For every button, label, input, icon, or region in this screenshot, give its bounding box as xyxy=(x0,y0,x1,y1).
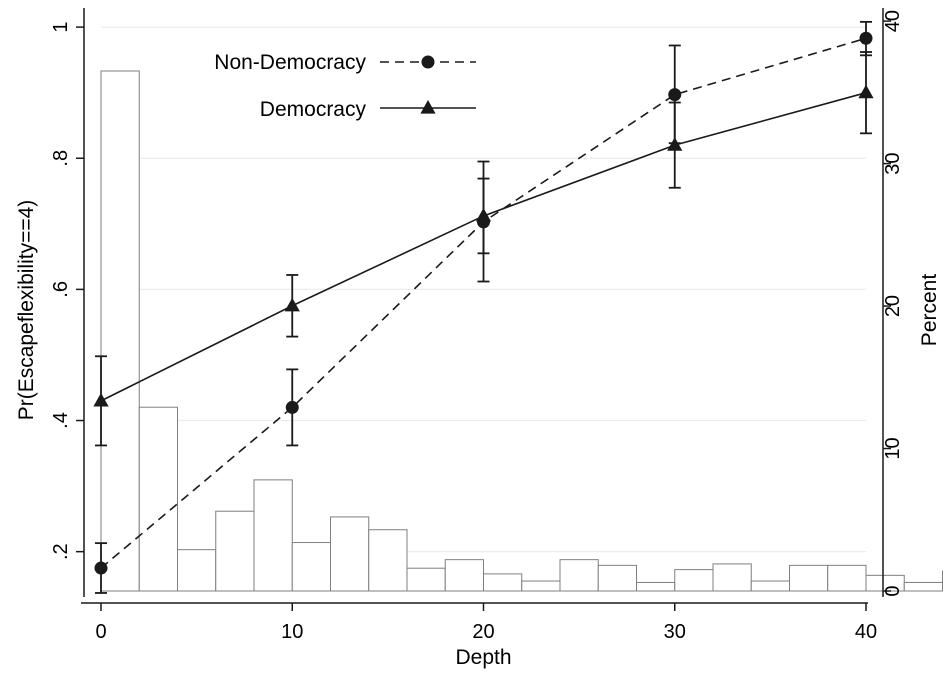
point-non-democracy xyxy=(668,88,681,101)
legend-label-democracy: Democracy xyxy=(260,98,367,121)
x-tick-label: 0 xyxy=(95,621,106,643)
histogram-bar xyxy=(484,574,522,591)
legend-label-non-democracy: Non-Democracy xyxy=(214,51,366,74)
grid-lines xyxy=(101,27,866,552)
y-right-tick-label: 20 xyxy=(882,295,904,317)
point-non-democracy xyxy=(95,562,108,575)
y-right-tick-label: 0 xyxy=(882,585,904,596)
histogram-bar xyxy=(139,407,177,591)
y-right-tick-label: 40 xyxy=(882,10,904,32)
y-left-axis-title: Pr(Escapeflexibility==4) xyxy=(15,200,38,421)
histogram-bar xyxy=(407,568,445,591)
y-left-tick-label: .8 xyxy=(50,150,72,167)
point-non-democracy xyxy=(286,401,299,414)
point-democracy xyxy=(858,85,873,99)
y-left-tick-label: .4 xyxy=(50,412,72,429)
y-right-tick-label: 10 xyxy=(882,437,904,459)
histogram-bar xyxy=(254,480,292,591)
y-left-tick-label: 1 xyxy=(50,22,72,33)
histogram-bar xyxy=(560,560,598,591)
legend: Non-Democracy Democracy xyxy=(214,51,476,121)
y-right-axis-title: Percent xyxy=(918,274,941,347)
point-democracy xyxy=(285,298,300,312)
histogram-bar xyxy=(331,517,369,591)
histogram-bar xyxy=(828,565,866,591)
series xyxy=(93,22,873,593)
histogram-bar xyxy=(904,582,942,591)
histogram-bar xyxy=(675,570,713,591)
series-line-non-democracy xyxy=(101,38,866,568)
histogram-bar xyxy=(178,550,216,591)
histogram-bar xyxy=(790,565,828,591)
histogram-bar xyxy=(522,581,560,591)
y-left-tick-label: .6 xyxy=(50,281,72,298)
y-left-tick-label: .2 xyxy=(50,543,72,560)
x-tick-label: 10 xyxy=(281,621,303,643)
histogram-bar xyxy=(292,543,330,591)
histogram-bar xyxy=(713,564,751,591)
point-non-democracy xyxy=(860,32,873,45)
y-right-tick-label: 30 xyxy=(882,152,904,174)
x-tick-label: 20 xyxy=(472,621,494,643)
histogram-bar xyxy=(445,560,483,591)
histogram-bar xyxy=(101,71,139,591)
histogram-bar xyxy=(216,511,254,591)
axes xyxy=(81,8,883,603)
histogram-bar xyxy=(598,565,636,591)
histogram-bar xyxy=(751,581,789,591)
histogram-bar xyxy=(369,530,407,591)
histogram-bars xyxy=(101,71,943,591)
legend-marker-circle xyxy=(422,56,435,69)
x-tick-label: 30 xyxy=(664,621,686,643)
x-tick-label: 40 xyxy=(855,621,877,643)
histogram-bar xyxy=(637,582,675,591)
x-axis-title: Depth xyxy=(455,646,511,669)
legend-marker-triangle xyxy=(420,100,435,114)
